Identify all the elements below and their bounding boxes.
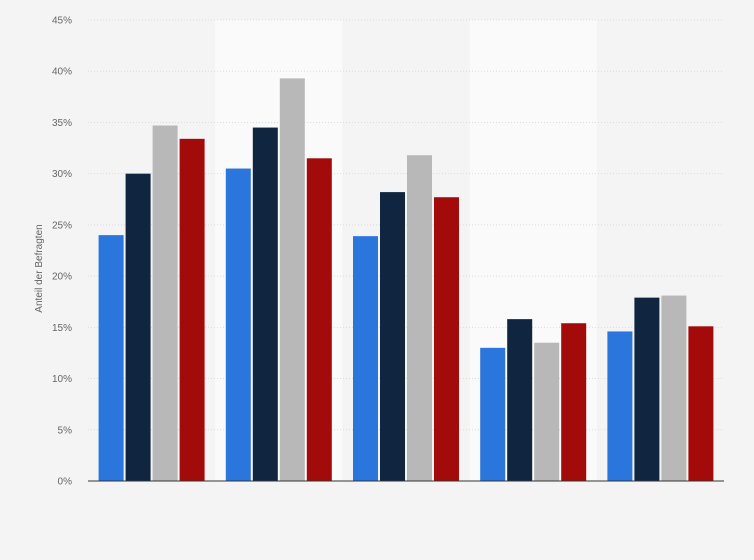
y-tick-label: 0%: [58, 477, 73, 488]
bar[interactable]: [279, 78, 305, 481]
y-tick-label: 30%: [52, 169, 72, 180]
bar[interactable]: [407, 155, 432, 481]
bar[interactable]: [507, 319, 533, 481]
bar[interactable]: [353, 236, 378, 481]
bar[interactable]: [98, 235, 124, 481]
y-tick-label: 20%: [52, 272, 72, 283]
bar[interactable]: [688, 326, 714, 481]
bar[interactable]: [125, 173, 151, 481]
bar[interactable]: [306, 158, 332, 482]
bar[interactable]: [252, 127, 278, 482]
bar[interactable]: [634, 297, 660, 481]
y-tick-label: 25%: [52, 220, 72, 231]
bar[interactable]: [661, 295, 687, 481]
bar[interactable]: [152, 125, 178, 482]
bar[interactable]: [534, 342, 560, 481]
bar[interactable]: [607, 331, 633, 481]
bar[interactable]: [480, 347, 506, 481]
y-axis-ticks: 0% 5% 10% 15% 20% 25% 30% 35% 40% 45%: [52, 16, 72, 488]
bar[interactable]: [434, 197, 459, 481]
bar[interactable]: [179, 138, 205, 481]
bar[interactable]: [380, 192, 405, 481]
y-tick-label: 10%: [52, 374, 72, 385]
y-tick-label: 40%: [52, 67, 72, 78]
y-axis-label: Anteil der Befragten: [34, 224, 45, 312]
y-tick-label: 15%: [52, 323, 72, 334]
bar[interactable]: [225, 168, 251, 482]
y-tick-label: 5%: [58, 425, 73, 436]
bars: [98, 78, 714, 482]
bar[interactable]: [561, 323, 587, 481]
y-tick-label: 35%: [52, 118, 72, 129]
y-tick-label: 45%: [52, 16, 72, 27]
